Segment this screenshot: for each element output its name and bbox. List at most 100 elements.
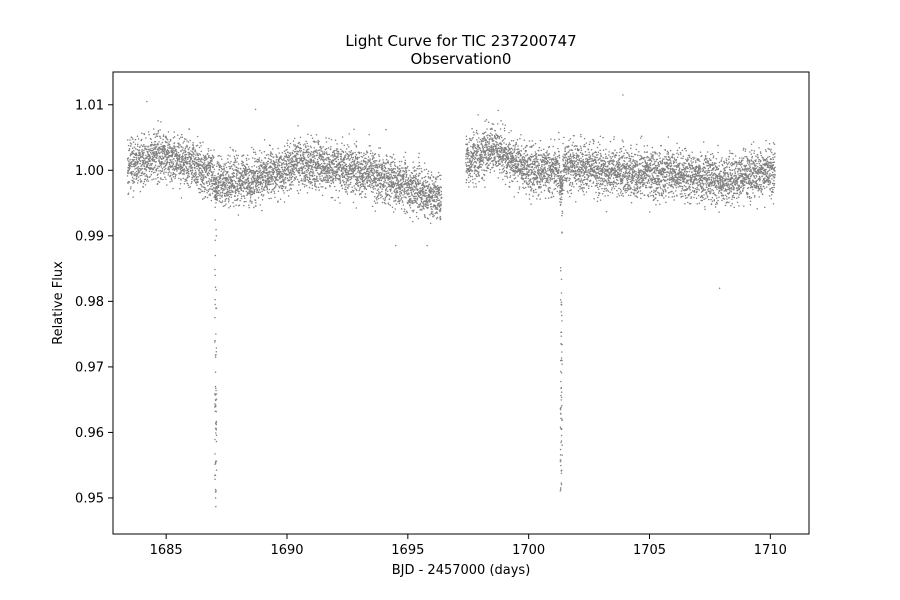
data-point xyxy=(482,162,485,164)
data-point xyxy=(484,131,487,133)
data-point xyxy=(248,168,251,170)
data-point xyxy=(299,174,301,176)
data-point xyxy=(240,162,243,165)
data-point xyxy=(270,179,273,181)
data-point xyxy=(340,157,342,160)
data-point xyxy=(256,185,259,187)
data-point xyxy=(491,150,493,153)
data-point xyxy=(171,153,174,156)
data-point xyxy=(318,140,320,143)
data-point xyxy=(392,174,395,177)
data-point xyxy=(465,165,468,168)
data-point xyxy=(329,148,332,150)
data-point xyxy=(205,181,208,183)
data-point xyxy=(166,156,169,159)
data-point xyxy=(352,176,355,178)
data-point xyxy=(281,187,284,190)
data-point xyxy=(229,186,231,188)
data-point xyxy=(412,190,415,193)
data-point xyxy=(206,189,208,191)
data-point xyxy=(153,178,155,180)
data-point xyxy=(417,217,420,220)
data-point xyxy=(133,149,135,152)
data-point xyxy=(348,179,350,181)
data-point xyxy=(481,150,483,152)
data-point xyxy=(159,137,162,139)
data-point xyxy=(136,148,138,151)
data-point xyxy=(240,168,242,170)
data-point xyxy=(291,175,294,178)
data-point xyxy=(373,164,375,167)
data-point xyxy=(335,179,337,181)
data-point xyxy=(253,191,256,193)
data-point xyxy=(415,211,418,214)
data-point xyxy=(396,178,399,180)
data-point xyxy=(489,168,492,171)
data-point xyxy=(168,167,170,170)
data-point xyxy=(309,153,312,156)
data-point xyxy=(288,166,290,168)
data-point xyxy=(207,147,210,150)
data-point xyxy=(219,192,222,194)
data-point xyxy=(271,183,273,185)
data-point xyxy=(485,141,487,144)
data-point xyxy=(324,172,326,174)
data-point xyxy=(330,197,333,199)
data-point xyxy=(167,174,170,176)
data-point xyxy=(391,169,394,172)
data-point xyxy=(477,150,479,153)
data-point xyxy=(242,175,244,178)
data-point xyxy=(311,168,314,171)
data-point xyxy=(315,151,318,153)
data-point xyxy=(197,157,200,159)
data-point xyxy=(348,183,350,186)
data-point xyxy=(179,172,182,175)
data-point xyxy=(317,160,319,163)
data-point xyxy=(431,211,434,213)
data-point xyxy=(398,174,400,177)
data-point xyxy=(380,196,382,199)
data-point xyxy=(389,178,392,180)
data-point xyxy=(371,184,373,187)
data-point xyxy=(399,199,401,202)
data-point xyxy=(366,163,369,165)
data-point xyxy=(313,141,316,143)
data-point xyxy=(362,167,364,169)
data-point xyxy=(405,171,408,173)
data-point xyxy=(173,131,176,133)
data-point xyxy=(253,179,256,181)
data-point xyxy=(390,165,392,168)
data-point xyxy=(159,169,162,172)
data-point xyxy=(205,169,208,172)
data-point xyxy=(238,190,240,193)
data-point xyxy=(398,170,401,173)
data-point xyxy=(131,171,133,173)
data-point xyxy=(245,159,248,161)
data-point xyxy=(172,137,175,139)
data-point xyxy=(486,128,488,130)
data-point xyxy=(323,152,326,155)
data-point xyxy=(370,190,373,193)
data-point xyxy=(345,163,347,166)
data-point xyxy=(341,187,344,190)
data-point xyxy=(376,189,379,192)
data-point xyxy=(433,215,435,217)
data-point xyxy=(334,139,337,141)
data-point xyxy=(340,170,343,172)
data-point xyxy=(206,172,209,175)
data-point xyxy=(315,180,317,182)
data-point xyxy=(357,168,360,170)
data-point xyxy=(316,154,318,156)
data-point xyxy=(180,169,183,172)
data-point xyxy=(238,192,240,195)
data-point xyxy=(141,172,143,175)
data-point xyxy=(131,136,133,139)
data-point xyxy=(332,156,335,158)
data-point xyxy=(318,157,321,160)
data-point xyxy=(354,151,356,154)
data-point xyxy=(202,154,205,157)
data-point xyxy=(237,195,239,197)
data-point xyxy=(129,139,131,141)
data-point xyxy=(217,186,220,189)
data-point xyxy=(258,167,261,170)
